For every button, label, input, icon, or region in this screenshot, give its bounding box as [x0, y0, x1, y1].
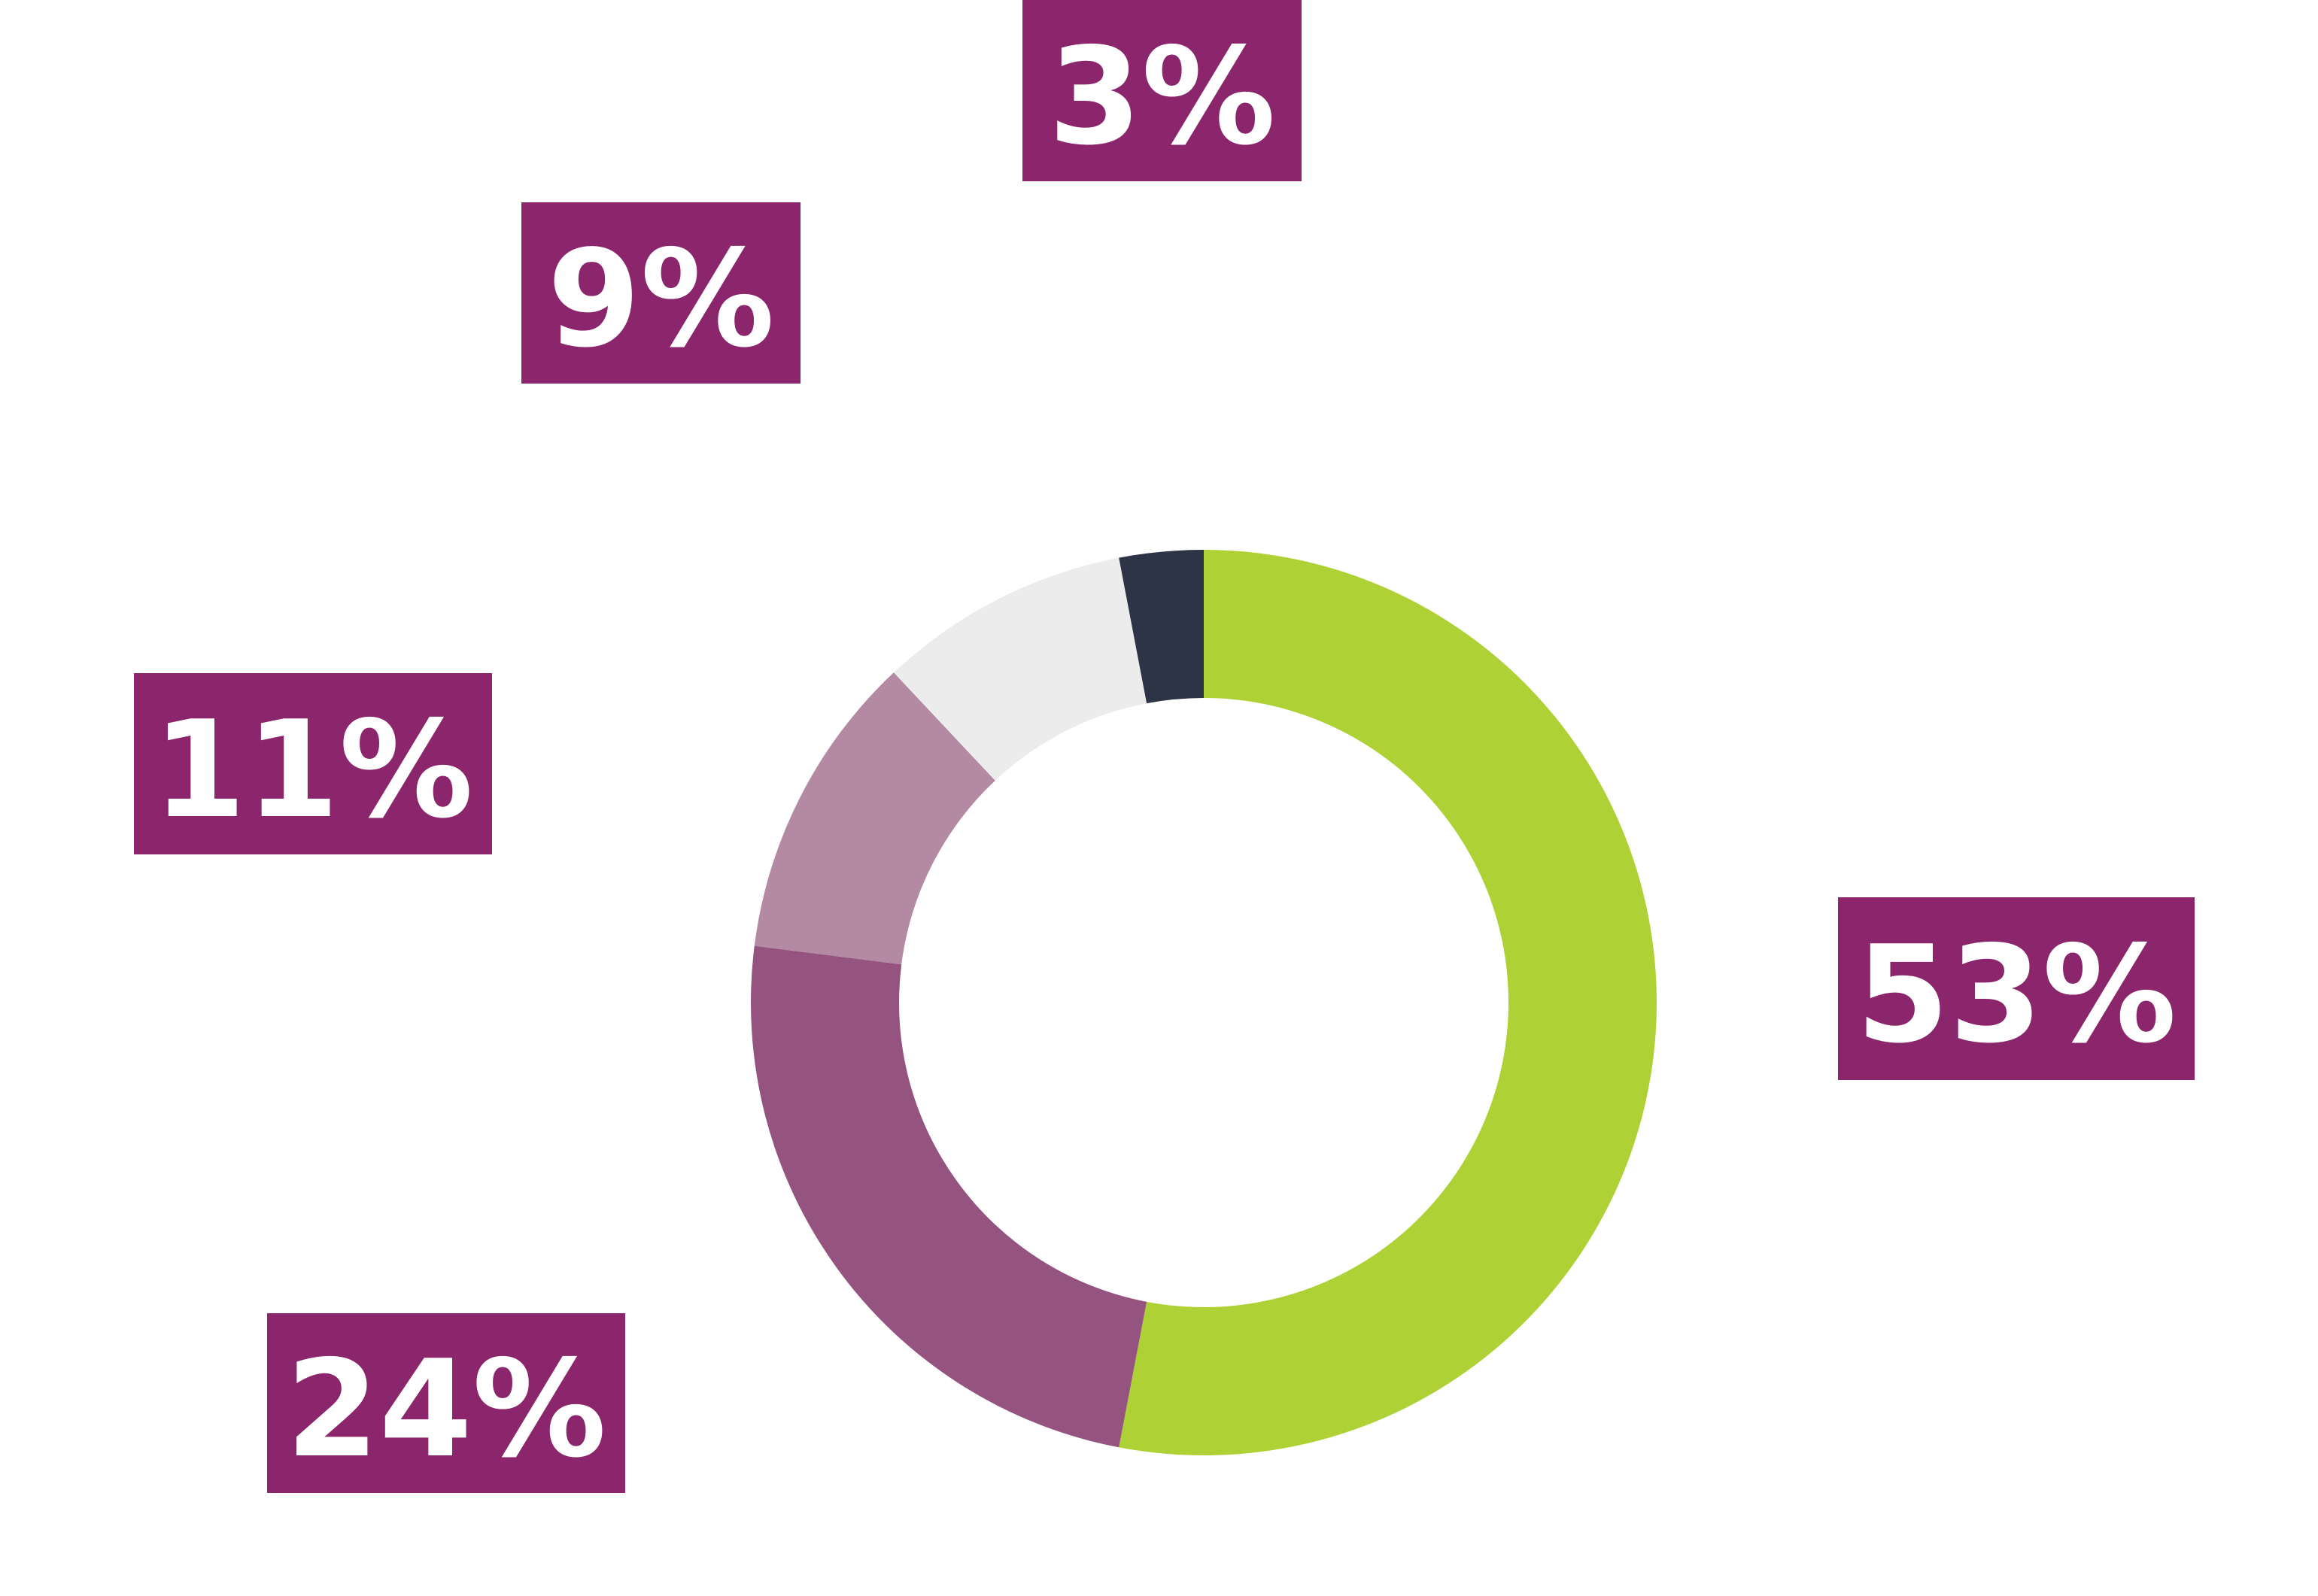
data-label: 11%: [153, 692, 473, 848]
donut-slice: [1119, 550, 1204, 704]
donut-slice: [893, 557, 1147, 781]
label-box: [267, 1313, 625, 1493]
label-box: [521, 202, 801, 384]
data-label: 3%: [1048, 19, 1275, 174]
data-label: 9%: [547, 221, 774, 377]
data-label: 53%: [1856, 917, 2177, 1073]
data-label: 24%: [286, 1331, 606, 1487]
donut-slice: [1119, 550, 1657, 1456]
donut-slice: [751, 945, 1147, 1448]
label-box: [1022, 0, 1302, 181]
label-box: [1838, 897, 2195, 1080]
label-box: [134, 673, 492, 854]
donut-slice: [754, 672, 995, 965]
